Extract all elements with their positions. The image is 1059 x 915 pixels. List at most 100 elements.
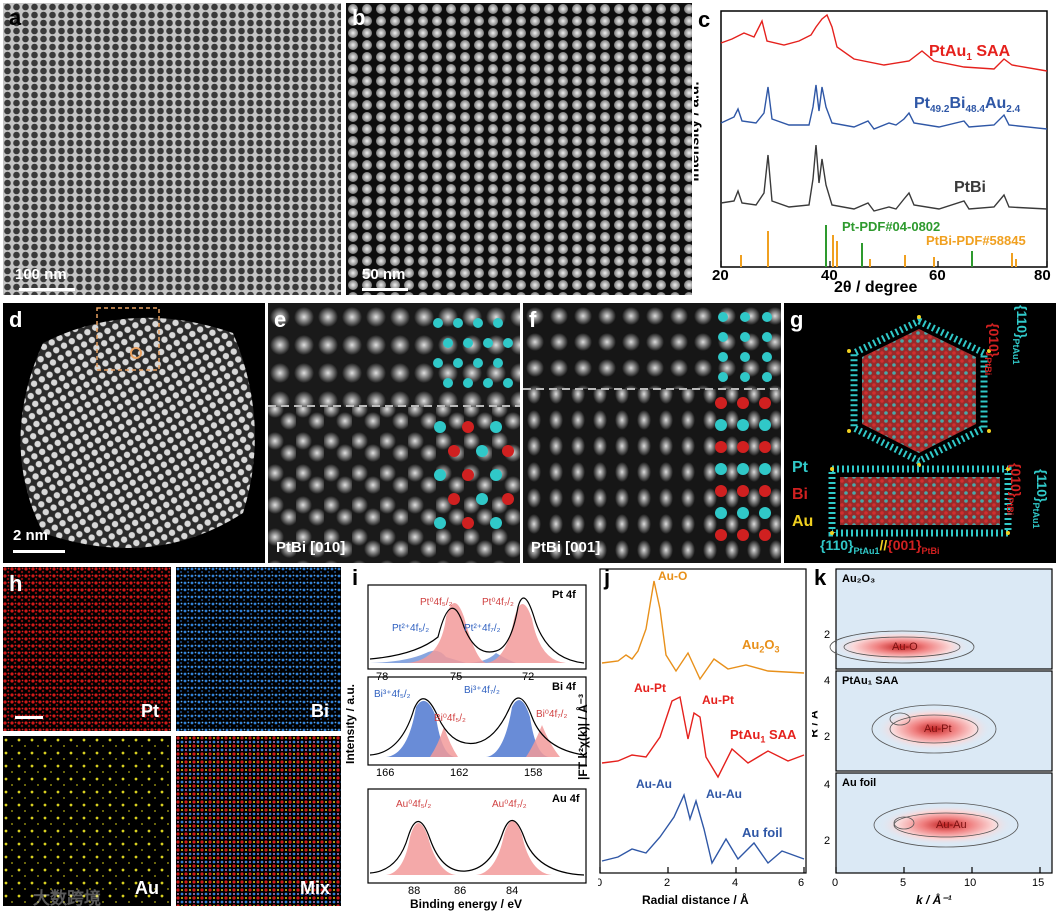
- scale-bar-label: 50 nm: [362, 266, 406, 283]
- eds-label-bi: Bi: [311, 701, 329, 721]
- xps-ylabel: Intensity / a.u.: [346, 683, 358, 765]
- eds-map-au: [3, 736, 171, 906]
- xps-bi-peak-3: Bi³⁺4f₇/₂: [464, 685, 500, 696]
- atom-model-ptbi: [715, 397, 771, 541]
- panel-h-eds-bi: Bi: [176, 567, 341, 731]
- exafs-chart: [599, 568, 807, 874]
- xps-xlabel: Binding energy / eV: [410, 897, 523, 911]
- xps-bi-tick-1: 166: [376, 767, 395, 779]
- xps-au-title: Au 4f: [552, 793, 580, 805]
- panel-c-letter: c: [698, 7, 711, 32]
- xrd-label-ptbi: PtBi: [954, 179, 986, 196]
- exafs-series-au2o3: [601, 580, 805, 681]
- xrd-ref-pt: [825, 225, 973, 267]
- exafs-label-auau-1: Au-Au: [636, 777, 672, 791]
- xps-pt-tick-3: 72: [522, 671, 535, 683]
- panel-a-tem: a 100 nm: [3, 3, 341, 295]
- xrd-series-ptbiau: [720, 84, 1048, 130]
- panel-f-haadf: f PtBi [001]: [523, 303, 781, 563]
- panel-f-image: [523, 303, 781, 563]
- xps-pt-peak-3: Pt²⁺4f₅/₂: [392, 623, 430, 634]
- panel-f-letter: f: [529, 307, 537, 332]
- wavelet-blob-aupt: Au-Pt: [924, 723, 952, 735]
- xrd-chart: [720, 10, 1048, 268]
- wavelet-xtick-5: 5: [900, 877, 907, 889]
- facet-bottom-label: {110}PtAu1//{001}PtBi: [820, 537, 940, 556]
- panel-h-eds: h Pt: [3, 567, 171, 731]
- exafs-label-aupt-2: Au-Pt: [702, 693, 734, 707]
- wavelet-xtick-15: 15: [1032, 877, 1045, 889]
- wavelet-ytick-4b: 4: [824, 675, 831, 687]
- xrd-label-pdf-ptbi: PtBi-PDF#58845: [926, 233, 1026, 248]
- panel-d-haadf: d 2 nm: [3, 303, 265, 563]
- xps-pt-peak-2: Pt⁰4f₇/₂: [482, 597, 514, 608]
- xps-bi-peak-1: Bi³⁺4f₅/₂: [374, 689, 411, 700]
- panel-c-xrd: c 20 40 60 80 2θ / degree Intensity / a.…: [694, 3, 1056, 297]
- wavelet-xtick-10: 10: [964, 877, 977, 889]
- xrd-series-ptau: [720, 13, 1048, 72]
- facet-110-side: {110}PtAu1: [1031, 469, 1050, 529]
- zone-axis-label: PtBi [010]: [276, 539, 346, 556]
- panel-j-letter: j: [604, 567, 611, 590]
- xps-au-tick-3: 84: [506, 885, 519, 897]
- wavelet-ytick-2a: 2: [824, 629, 831, 641]
- panel-b-tem: b 50 nm: [346, 3, 692, 295]
- panel-e-image: [268, 303, 520, 563]
- legend-bi: Bi: [792, 486, 808, 503]
- xrd-ylabel: Intensity / a.u.: [694, 81, 703, 182]
- panel-k-letter: k: [814, 567, 827, 590]
- xrd-label-ptbiau: Pt49.2Bi48.4Au2.4: [914, 95, 1021, 116]
- exafs-xlabel: Radial distance / Å: [642, 893, 749, 907]
- scale-bar-label: 2 nm: [13, 527, 49, 544]
- scale-bar: [13, 550, 65, 553]
- exafs-ylabel: |FT k²χ(k)| / Å⁻³: [575, 694, 590, 780]
- panel-g-letter: g: [790, 307, 804, 332]
- xps-bi-peak-2: Bi⁰4f₅/₂: [434, 713, 466, 724]
- scale-bar-label: 100 nm: [15, 266, 67, 283]
- exafs-series-aufoil: [601, 792, 805, 865]
- exafs-tick-0: 0: [598, 877, 603, 889]
- panel-g-model: g Pt Bi Au {110}PtAu1 {010}PtBi {010}PtB…: [784, 303, 1056, 563]
- panel-d-letter: d: [9, 307, 23, 332]
- xps-pt-tick-1: 78: [376, 671, 389, 683]
- xrd-series-ptbi: [720, 144, 1048, 212]
- xps-bi-tick-2: 162: [450, 767, 469, 779]
- wavelet-xlabel: k / Å⁻¹: [916, 893, 952, 907]
- xrd-tick-80: 80: [1034, 267, 1051, 284]
- xrd-tick-60: 60: [929, 267, 946, 284]
- panel-a-image: [3, 3, 341, 295]
- xrd-label-ptau: PtAu1 SAA: [929, 43, 1011, 64]
- exafs-label-aufoil: Au foil: [742, 825, 783, 840]
- xps-pt-title: Pt 4f: [552, 589, 576, 601]
- panel-j-exafs: j Au-O Au2O3 Au-Pt Au-Pt PtAu1 SAA Au-Au…: [598, 567, 810, 912]
- xrd-tick-20: 20: [712, 267, 729, 284]
- xrd-xticks: [720, 261, 1048, 267]
- exafs-label-auau-2: Au-Au: [706, 787, 742, 801]
- exafs-label-auo: Au-O: [658, 569, 688, 583]
- wavelet-title-au2o3: Au₂O₃: [842, 573, 876, 585]
- xps-bi-tick-3: 158: [524, 767, 543, 779]
- xps-pt-tick-2: 75: [450, 671, 463, 683]
- exafs-tick-6: 6: [798, 877, 805, 889]
- atom-model-ptbi: [434, 421, 514, 529]
- xrd-tick-40: 40: [821, 267, 838, 284]
- wavelet-title-aufoil: Au foil: [842, 777, 877, 789]
- wavelet-blob-auau: Au-Au: [936, 819, 967, 831]
- eds-map-mix: [176, 736, 341, 906]
- panel-h-letter: h: [9, 571, 23, 596]
- wavelet-ytick-2c: 2: [824, 835, 831, 847]
- xps-pt-peak-1: Pt⁰4f₅/₂: [420, 597, 453, 608]
- exafs-tick-4: 4: [732, 877, 739, 889]
- xps-au-tick-2: 86: [454, 885, 467, 897]
- facet-010-side: {010}PtBi: [1005, 463, 1024, 516]
- wavelet-blob-auo: Au-O: [892, 641, 918, 653]
- panel-e-haadf: e PtBi [010]: [268, 303, 520, 563]
- exafs-label-au2o3: Au2O3: [742, 637, 780, 655]
- eds-map-pt: [3, 567, 171, 731]
- eds-label-mix: Mix: [300, 878, 331, 898]
- xps-bi-title: Bi 4f: [552, 681, 576, 693]
- watermark: 大数跨境: [33, 889, 101, 906]
- xps-au-peak-2: Au⁰4f₇/₂: [492, 799, 527, 810]
- xrd-axes: [720, 10, 1048, 268]
- wavelet-xtick-0: 0: [832, 877, 839, 889]
